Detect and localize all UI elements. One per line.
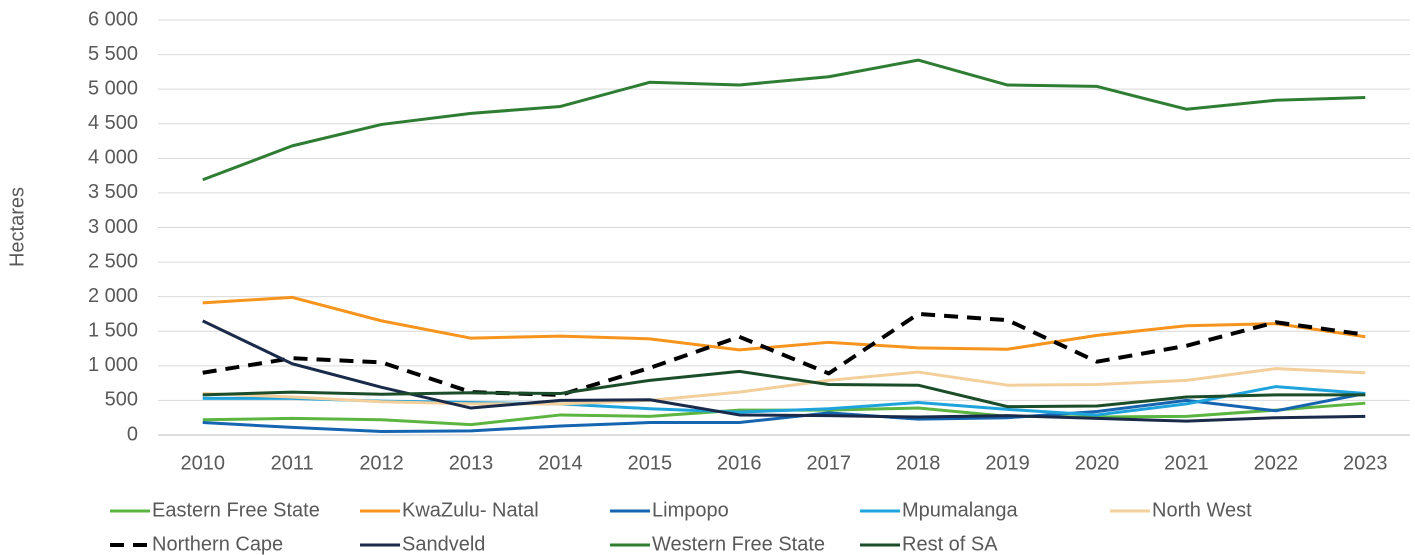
legend-label: Rest of SA — [902, 533, 998, 555]
x-tick-label: 2011 — [271, 452, 314, 474]
y-tick-label: 1 000 — [88, 354, 138, 376]
x-tick-label: 2010 — [180, 452, 225, 474]
legend-label: Eastern Free State — [152, 499, 320, 521]
y-tick-label: 1 500 — [88, 320, 138, 342]
x-tick-label: 2019 — [985, 452, 1030, 474]
legend-label: Limpopo — [652, 499, 729, 521]
x-tick-label: 2017 — [806, 452, 851, 474]
y-tick-label: 5 500 — [88, 43, 138, 65]
x-tick-label: 2020 — [1075, 452, 1120, 474]
y-tick-label: 3 500 — [88, 181, 138, 203]
x-tick-label: 2013 — [449, 452, 494, 474]
y-tick-label: 5 000 — [88, 77, 138, 99]
y-tick-label: 3 000 — [88, 216, 138, 238]
legend-label: Northern Cape — [152, 533, 283, 555]
series-line — [202, 319, 1366, 423]
legend-label: North West — [1152, 499, 1252, 521]
y-axis-label: Hectares — [6, 187, 28, 267]
x-tick-label: 2023 — [1343, 452, 1388, 474]
x-tick-label: 2018 — [896, 452, 941, 474]
series-line — [202, 311, 1366, 397]
x-tick-label: 2016 — [717, 452, 762, 474]
x-tick-label: 2012 — [359, 452, 404, 474]
series-line — [202, 367, 1366, 406]
x-tick-label: 2015 — [628, 452, 673, 474]
y-tick-label: 500 — [105, 389, 138, 411]
y-tick-label: 4 500 — [88, 112, 138, 134]
legend-label: KwaZulu- Natal — [402, 499, 539, 521]
legend-label: Sandveld — [402, 533, 485, 555]
y-tick-label: 2 500 — [88, 250, 138, 272]
x-tick-label: 2022 — [1254, 452, 1299, 474]
series-line — [202, 295, 1366, 352]
x-tick-label: 2021 — [1164, 452, 1209, 474]
x-tick-label: 2014 — [538, 452, 583, 474]
y-tick-label: 6 000 — [88, 8, 138, 30]
legend-label: Western Free State — [652, 533, 825, 555]
y-tick-label: 4 000 — [88, 147, 138, 169]
y-tick-label: 2 000 — [88, 285, 138, 307]
series-line — [202, 369, 1366, 409]
series-line — [202, 392, 1366, 434]
y-tick-label: 0 — [127, 423, 138, 445]
series-line — [202, 58, 1366, 182]
legend-label: Mpumalanga — [902, 499, 1019, 521]
